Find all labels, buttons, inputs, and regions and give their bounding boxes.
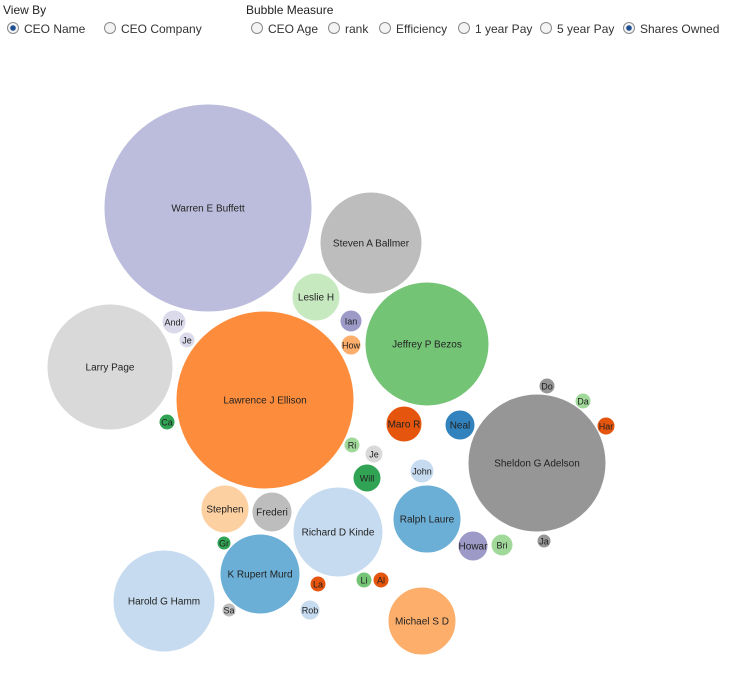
radio[interactable] [328, 22, 340, 34]
radio-dot [626, 25, 632, 31]
bubble[interactable] [161, 309, 187, 335]
radio-dot [10, 25, 16, 31]
option-label[interactable]: CEO Company [121, 22, 202, 36]
bubble-label: John [412, 467, 432, 477]
bubble[interactable] [538, 377, 556, 395]
bubble-label: Ian [345, 317, 358, 327]
radio[interactable] [104, 22, 116, 34]
group-label: View By [3, 3, 46, 17]
bubble-label: Steven A Ballmer [333, 239, 410, 250]
bubble[interactable] [392, 484, 462, 554]
option-label[interactable]: Shares Owned [640, 22, 719, 36]
bubble-label: Will [360, 474, 375, 484]
bubble[interactable] [409, 458, 435, 484]
bubble-label: Richard D Kinde [302, 528, 375, 539]
bubble-label: La [313, 580, 323, 590]
bubble[interactable] [385, 405, 423, 443]
bubble-label: How [342, 341, 361, 351]
option-label[interactable]: 5 year Pay [557, 22, 614, 36]
bubble-label: Jeffrey P Bezos [392, 340, 462, 351]
bubble-label: Ca [161, 418, 173, 428]
bubble[interactable] [343, 436, 361, 454]
bubble-label: Harold G Hamm [128, 597, 200, 608]
bubble[interactable] [364, 281, 490, 407]
bubble-label: Michael S D [395, 617, 449, 628]
bubble-label: Sa [223, 606, 234, 616]
bubble-label: Maro R [388, 420, 421, 431]
bubble-label: Neal [450, 421, 471, 432]
radio[interactable] [540, 22, 552, 34]
bubble-label: Ralph Laure [400, 515, 455, 526]
bubble-label: Bri [497, 541, 508, 551]
bubble[interactable] [355, 571, 373, 589]
bubble-label: Li [360, 576, 367, 586]
bubble-label: Leslie H [298, 293, 334, 304]
bubble-label: Da [577, 397, 589, 407]
option-label[interactable]: CEO Age [268, 22, 318, 36]
bubble[interactable] [319, 191, 423, 295]
bubble-label: Ri [348, 441, 357, 451]
bubble[interactable] [158, 413, 176, 431]
bubble-label: Al [377, 576, 385, 586]
bubble[interactable] [457, 530, 489, 562]
group-label: Bubble Measure [246, 3, 334, 17]
bubble-label: Sheldon G Adelson [494, 459, 580, 470]
bubble[interactable] [444, 409, 476, 441]
bubble-label: Frederi [256, 508, 288, 519]
bubble[interactable] [216, 535, 232, 551]
bubble[interactable] [372, 571, 390, 589]
bubble[interactable] [299, 599, 321, 621]
bubble-label: Stephen [206, 505, 243, 516]
bubble[interactable] [175, 310, 355, 490]
bubble-label: Har [599, 422, 614, 432]
option-label[interactable]: rank [345, 22, 369, 36]
option-label[interactable]: CEO Name [24, 22, 86, 36]
bubble-label: Larry Page [86, 363, 135, 374]
option-label[interactable]: Efficiency [396, 22, 447, 36]
bubble-label: Howar [459, 542, 489, 553]
bubble[interactable] [536, 533, 552, 549]
bubble[interactable] [251, 491, 293, 533]
bubble[interactable] [309, 575, 327, 593]
bubble-label: Gr [219, 539, 229, 549]
bubble[interactable] [291, 272, 341, 322]
bubble[interactable] [178, 331, 196, 349]
radio[interactable] [458, 22, 470, 34]
bubble-label: Andr [164, 318, 183, 328]
bubble[interactable] [221, 602, 237, 618]
bubble[interactable] [200, 484, 250, 534]
bubble[interactable] [596, 416, 616, 436]
bubble-label: Lawrence J Ellison [223, 396, 306, 407]
bubble-label: Je [182, 336, 192, 346]
bubble-label: Je [369, 450, 379, 460]
bubble[interactable] [112, 549, 216, 653]
bubble[interactable] [467, 393, 607, 533]
bubble-label: Rob [302, 606, 319, 616]
radio[interactable] [379, 22, 391, 34]
bubble[interactable] [46, 303, 174, 431]
bubble[interactable] [387, 586, 457, 656]
radio[interactable] [251, 22, 263, 34]
bubble[interactable] [292, 486, 384, 578]
bubble-label: Ja [539, 537, 549, 547]
bubble[interactable] [339, 309, 363, 333]
bubble-label: Warren E Buffett [171, 204, 245, 215]
bubble[interactable] [103, 103, 313, 313]
bubble[interactable] [364, 444, 384, 464]
bubble[interactable] [352, 463, 382, 493]
bubble[interactable] [574, 392, 592, 410]
bubble-label: Do [541, 382, 553, 392]
bubble[interactable] [340, 334, 362, 356]
bubble[interactable] [490, 533, 514, 557]
option-label[interactable]: 1 year Pay [475, 22, 532, 36]
bubble-label: K Rupert Murd [227, 570, 292, 581]
bubble[interactable] [219, 533, 301, 615]
